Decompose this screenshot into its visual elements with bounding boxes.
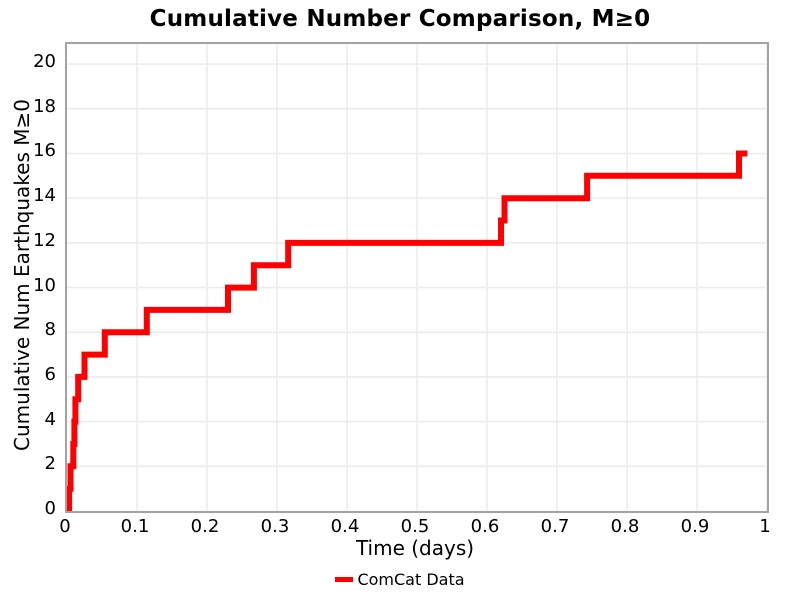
chart-title: Cumulative Number Comparison, M≥0 xyxy=(149,6,651,32)
y-tick-label: 6 xyxy=(44,363,56,385)
comcat-step-line xyxy=(67,150,748,511)
plot-area xyxy=(65,42,769,513)
y-tick-label: 10 xyxy=(33,274,56,296)
y-tick-label: 16 xyxy=(33,140,56,162)
y-tick-label: 12 xyxy=(33,229,56,251)
x-tick-label: 0.5 xyxy=(400,516,430,537)
x-tick-label: 0.9 xyxy=(680,516,710,537)
step-chart-canvas xyxy=(67,44,767,511)
y-tick-label: 2 xyxy=(44,453,56,475)
y-tick-label: 4 xyxy=(44,408,56,430)
legend-line-icon xyxy=(335,577,354,582)
legend: ComCat Data xyxy=(0,570,800,589)
y-tick-label: 18 xyxy=(33,95,56,117)
x-tick-label: 0 xyxy=(59,516,71,537)
x-tick-label: 0.7 xyxy=(540,516,570,537)
x-tick-label: 0.6 xyxy=(470,516,500,537)
y-tick-label: 8 xyxy=(44,319,56,341)
x-axis-title: Time (days) xyxy=(355,536,475,560)
y-tick-label: 14 xyxy=(33,185,56,207)
x-tick-label: 1 xyxy=(759,516,771,537)
y-tick-label: 0 xyxy=(44,498,56,519)
x-tick-label: 0.4 xyxy=(330,516,360,537)
legend-entry-label: ComCat Data xyxy=(357,570,465,589)
y-tick-label: 20 xyxy=(33,51,56,73)
x-tick-label: 0.1 xyxy=(120,516,150,537)
x-tick-label: 0.8 xyxy=(610,516,640,537)
y-axis-title: Cumulative Num Earthquakes M≥0 xyxy=(10,99,34,451)
x-tick-label: 0.2 xyxy=(190,516,220,537)
x-tick-label: 0.3 xyxy=(260,516,290,537)
